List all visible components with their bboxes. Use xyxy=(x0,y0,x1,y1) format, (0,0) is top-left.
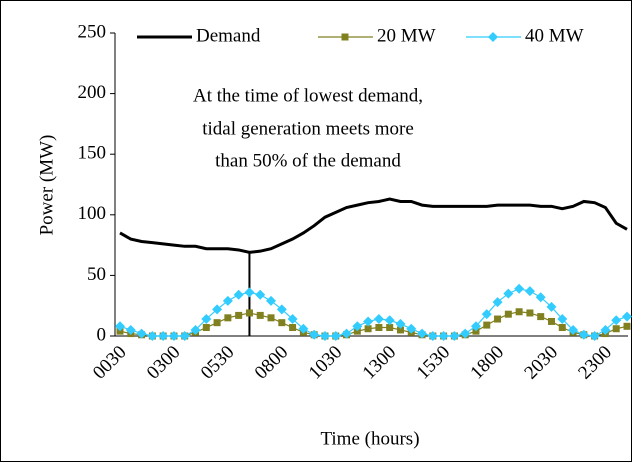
marker xyxy=(449,331,460,341)
marker xyxy=(363,316,374,327)
marker xyxy=(267,314,275,322)
marker xyxy=(524,286,535,297)
marker xyxy=(222,295,233,306)
marker xyxy=(612,325,620,333)
marker xyxy=(168,331,179,341)
marker xyxy=(427,331,438,341)
marker xyxy=(395,318,406,329)
marker xyxy=(481,309,492,320)
marker xyxy=(470,321,481,332)
marker xyxy=(213,319,221,327)
marker xyxy=(460,328,471,339)
marker xyxy=(623,322,631,330)
annotation: than 50% of the demand xyxy=(215,150,401,171)
y-tick-label: 250 xyxy=(78,21,107,42)
y-tick-label: 200 xyxy=(78,82,107,103)
marker xyxy=(526,309,534,317)
marker xyxy=(287,314,298,325)
marker xyxy=(547,317,555,325)
marker xyxy=(568,324,579,335)
y-tick-label: 50 xyxy=(87,264,106,285)
marker xyxy=(330,331,341,341)
legend-label: Demand xyxy=(196,25,261,46)
marker xyxy=(341,328,352,339)
marker xyxy=(557,314,568,325)
marker xyxy=(504,310,512,318)
marker xyxy=(558,324,566,332)
marker xyxy=(535,292,546,303)
marker xyxy=(256,311,264,319)
legend-label: 40 MW xyxy=(525,25,584,46)
marker xyxy=(179,331,190,341)
marker xyxy=(589,331,600,341)
marker xyxy=(136,328,147,339)
marker xyxy=(289,324,297,332)
annotation: At the time of lowest demand, xyxy=(193,85,423,106)
marker xyxy=(600,324,611,335)
marker xyxy=(352,321,363,332)
marker xyxy=(364,325,372,333)
marker xyxy=(244,287,255,298)
marker xyxy=(278,319,286,327)
marker xyxy=(373,314,384,325)
marker xyxy=(212,304,223,315)
marker xyxy=(537,313,545,321)
marker xyxy=(309,329,320,340)
y-tick-label: 0 xyxy=(97,324,107,345)
marker xyxy=(319,331,330,341)
marker xyxy=(514,283,525,294)
x-axis-title: Time (hours) xyxy=(320,428,419,449)
marker xyxy=(158,331,169,341)
marker xyxy=(255,289,266,300)
marker xyxy=(438,331,449,341)
marker xyxy=(622,311,632,322)
marker xyxy=(386,324,394,332)
marker xyxy=(611,315,622,326)
legend-label: 20 MW xyxy=(377,25,436,46)
marker xyxy=(384,315,395,326)
marker xyxy=(483,321,491,329)
y-tick-label: 100 xyxy=(78,203,107,224)
marker xyxy=(298,323,309,334)
marker xyxy=(147,331,158,341)
marker xyxy=(224,314,232,322)
marker xyxy=(503,288,514,299)
marker xyxy=(396,326,404,334)
marker xyxy=(375,324,383,332)
marker xyxy=(276,304,287,315)
marker xyxy=(341,33,349,41)
marker xyxy=(492,297,503,308)
marker xyxy=(406,323,417,334)
marker xyxy=(488,32,498,42)
annotation: tidal generation meets more xyxy=(202,118,414,139)
marker xyxy=(578,329,589,340)
marker xyxy=(235,311,243,319)
marker xyxy=(115,321,125,332)
marker xyxy=(125,324,136,335)
marker xyxy=(515,308,523,316)
marker xyxy=(546,301,557,312)
marker xyxy=(190,324,201,335)
y-axis-title: Power (MW) xyxy=(36,135,57,236)
y-tick-label: 150 xyxy=(78,143,107,164)
series-line xyxy=(119,197,628,254)
marker xyxy=(266,295,277,306)
marker xyxy=(245,309,253,317)
marker xyxy=(201,314,212,325)
marker xyxy=(233,289,244,300)
marker xyxy=(494,315,502,323)
marker xyxy=(417,328,428,339)
marker xyxy=(202,324,210,332)
